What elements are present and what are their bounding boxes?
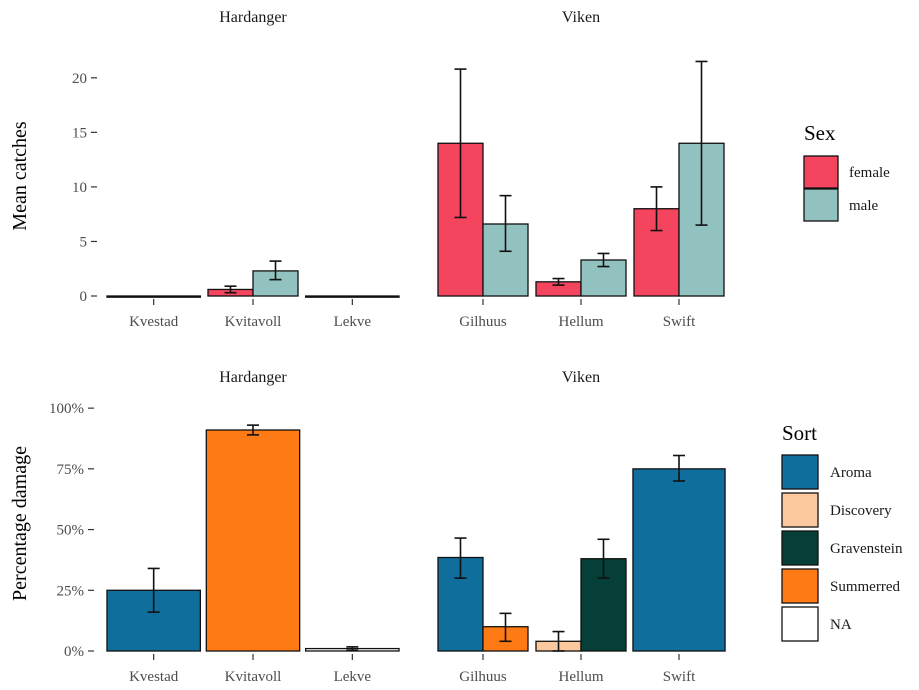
- x-tick-label: Kvestad: [129, 314, 179, 330]
- x-tick-label: Gilhuus: [459, 314, 507, 330]
- error-bar: [552, 630, 565, 652]
- x-tick-label: Swift: [663, 314, 696, 330]
- error-bar: [695, 60, 708, 226]
- legend-sex: Sex female male: [803, 121, 890, 222]
- y-tick-label: 20: [72, 71, 87, 87]
- x-tick-label: Hellum: [559, 669, 604, 685]
- x-tick-label: Hellum: [559, 314, 604, 330]
- error-bar: [247, 424, 259, 436]
- y-tick-label: 50%: [57, 523, 85, 539]
- error-bar: [597, 252, 610, 268]
- error-bar: [673, 454, 685, 482]
- y-tick-label: 100%: [49, 401, 84, 417]
- panel-viken: Viken Gilhuus Hellum Swift: [437, 369, 726, 685]
- error-bar: [147, 567, 160, 613]
- legend-layer: Sex female male Sort Aroma Discovery Gravenste…: [781, 121, 903, 642]
- bar: [106, 295, 202, 298]
- x-tick-label: Gilhuus: [459, 669, 507, 685]
- error-bar: [224, 285, 237, 294]
- x-tick-label: Kvitavoll: [225, 314, 282, 330]
- legend-label: Discovery: [830, 503, 892, 519]
- panel-hardanger: Hardanger Kvestad Kvitavoll Lekve: [106, 9, 400, 330]
- bar: [632, 468, 726, 652]
- legend-swatch: [781, 530, 819, 566]
- error-bar: [346, 646, 359, 652]
- y-tick-label: 0%: [64, 644, 84, 660]
- error-bar: [552, 277, 565, 286]
- legend-label: Summerred: [830, 579, 900, 595]
- facet-strip-title: Viken: [562, 369, 600, 386]
- y-tick-label: 25%: [57, 583, 85, 599]
- x-tick-label: Lekve: [334, 669, 372, 685]
- y-axis-title: Mean catches: [9, 121, 31, 231]
- error-bar: [454, 537, 467, 579]
- chart-row-catches: Mean catches 0 5 10 15 20 Hardanger Kvestad Kvit…: [9, 9, 725, 330]
- error-bar: [499, 194, 512, 253]
- legend-swatch: [781, 454, 819, 490]
- error-bar: [650, 186, 663, 232]
- legend-sort: Sort Aroma Discovery Gravenstein Summerred NA: [781, 421, 903, 642]
- legend-label: Aroma: [830, 465, 872, 481]
- legend-title: Sort: [782, 421, 817, 445]
- error-bar: [269, 260, 282, 281]
- legend-title: Sex: [804, 121, 836, 145]
- facet-strip-title: Hardanger: [219, 369, 287, 386]
- x-tick-label: Swift: [663, 669, 696, 685]
- bar: [437, 142, 484, 297]
- y-tick-label: 0: [80, 289, 88, 305]
- y-tick-label: 5: [80, 234, 88, 250]
- facet-strip-title: Hardanger: [219, 9, 287, 26]
- panel-viken: Viken Gilhuus Hellum Swift: [437, 9, 725, 330]
- bar: [304, 295, 400, 298]
- bar: [580, 558, 627, 652]
- x-tick-label: Lekve: [334, 314, 372, 330]
- panel-hardanger: Hardanger Kvestad Kvitavoll Lekve: [106, 369, 400, 685]
- y-tick-label: 75%: [57, 462, 85, 478]
- chart-row-damage: Percentage damage 0% 25% 50% 75% 100% Hardange…: [9, 369, 726, 685]
- y-tick-label: 15: [72, 125, 87, 141]
- bar: [205, 429, 301, 652]
- legend-swatch: [781, 606, 819, 642]
- legend-label: female: [849, 165, 890, 181]
- legend-swatch: [803, 155, 839, 189]
- legend-label: Gravenstein: [830, 541, 903, 557]
- legend-swatch: [781, 568, 819, 604]
- legend-swatch: [803, 188, 839, 222]
- legend-label: male: [849, 198, 878, 214]
- error-bar: [499, 612, 512, 643]
- legend-label: NA: [830, 617, 852, 633]
- facet-strip-title: Viken: [562, 9, 600, 26]
- y-axis-title: Percentage damage: [9, 446, 31, 601]
- y-tick-label: 10: [72, 180, 87, 196]
- chart-layer: Mean catches 0 5 10 15 20 Hardanger Kvestad Kvit…: [9, 9, 726, 685]
- x-tick-label: Kvitavoll: [225, 669, 282, 685]
- error-bar: [597, 538, 610, 579]
- x-tick-label: Kvestad: [129, 669, 179, 685]
- error-bar: [454, 68, 467, 219]
- legend-swatch: [781, 492, 819, 528]
